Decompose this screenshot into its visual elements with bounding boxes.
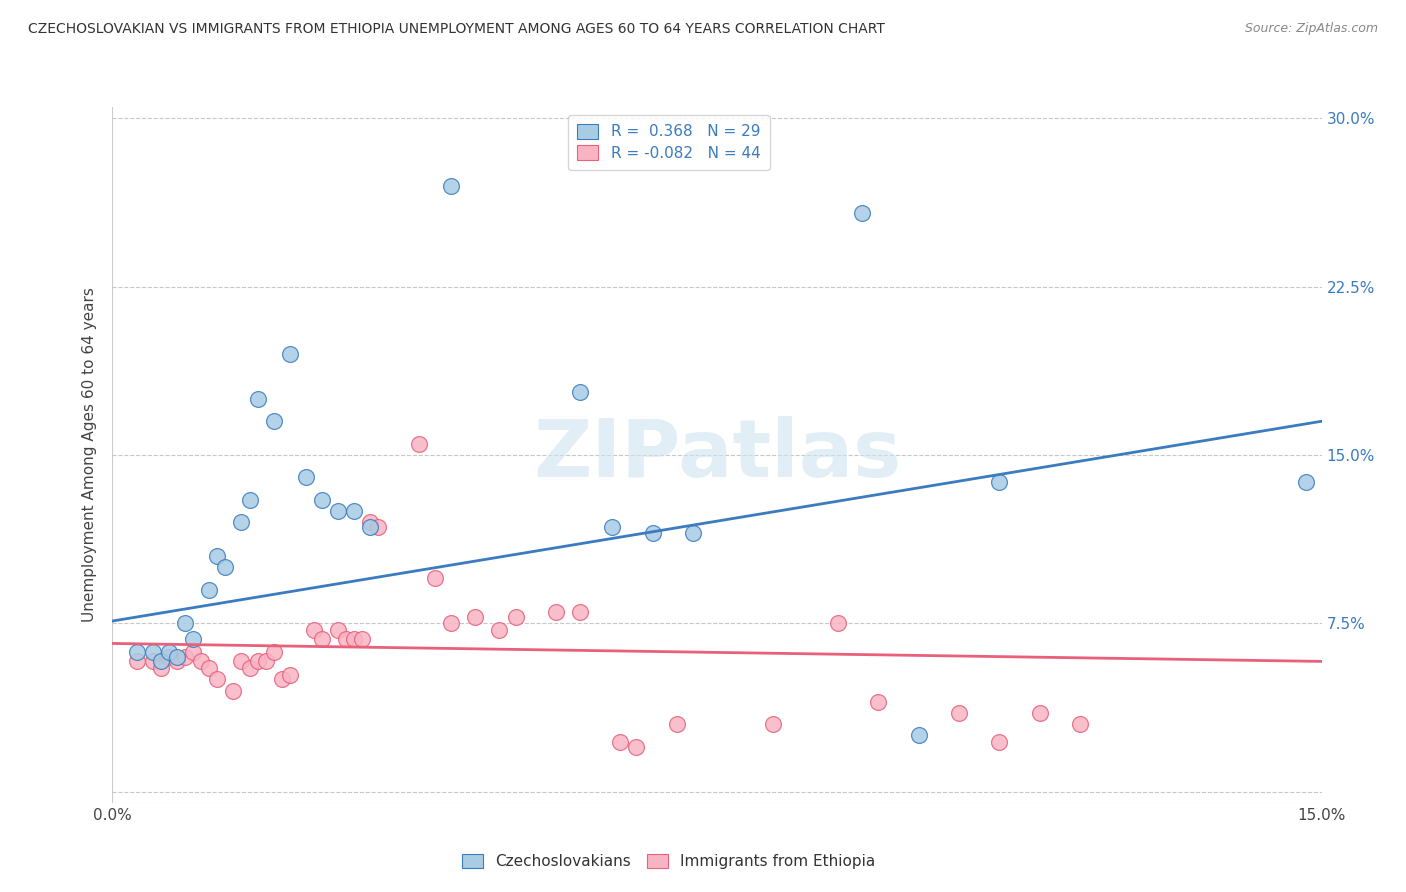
Point — [311, 632, 333, 646]
Point — [181, 645, 204, 659]
Point — [988, 475, 1011, 489]
Point — [488, 623, 510, 637]
Point — [408, 436, 430, 450]
Point — [988, 735, 1011, 749]
Point — [278, 668, 301, 682]
Point — [641, 526, 664, 541]
Text: Source: ZipAtlas.com: Source: ZipAtlas.com — [1244, 22, 1378, 36]
Point — [207, 549, 229, 563]
Point — [238, 661, 260, 675]
Point — [827, 616, 849, 631]
Point — [948, 706, 970, 720]
Point — [609, 735, 631, 749]
Point — [270, 673, 292, 687]
Point — [626, 739, 648, 754]
Point — [231, 654, 253, 668]
Point — [440, 616, 463, 631]
Point — [125, 645, 148, 659]
Point — [238, 492, 260, 507]
Point — [181, 632, 204, 646]
Point — [295, 470, 318, 484]
Point — [302, 623, 325, 637]
Point — [569, 385, 592, 400]
Point — [174, 616, 197, 631]
Point — [423, 571, 446, 585]
Point — [569, 605, 592, 619]
Point — [166, 649, 188, 664]
Point — [359, 515, 381, 529]
Point — [868, 695, 890, 709]
Point — [149, 654, 172, 668]
Point — [343, 632, 366, 646]
Point — [222, 683, 245, 698]
Point — [190, 654, 212, 668]
Point — [440, 178, 463, 193]
Point — [367, 520, 389, 534]
Point — [762, 717, 785, 731]
Y-axis label: Unemployment Among Ages 60 to 64 years: Unemployment Among Ages 60 to 64 years — [82, 287, 97, 623]
Point — [157, 645, 180, 659]
Point — [149, 661, 172, 675]
Point — [328, 504, 350, 518]
Point — [157, 649, 180, 664]
Point — [263, 645, 285, 659]
Point — [246, 654, 269, 668]
Point — [263, 414, 285, 428]
Point — [464, 609, 486, 624]
Text: CZECHOSLOVAKIAN VS IMMIGRANTS FROM ETHIOPIA UNEMPLOYMENT AMONG AGES 60 TO 64 YEA: CZECHOSLOVAKIAN VS IMMIGRANTS FROM ETHIO… — [28, 22, 884, 37]
Point — [254, 654, 277, 668]
Point — [278, 347, 301, 361]
Point — [343, 504, 366, 518]
Point — [142, 654, 165, 668]
Point — [1069, 717, 1091, 731]
Point — [198, 582, 221, 597]
Point — [328, 623, 350, 637]
Point — [231, 515, 253, 529]
Point — [207, 673, 229, 687]
Point — [352, 632, 374, 646]
Point — [505, 609, 527, 624]
Text: ZIPatlas: ZIPatlas — [533, 416, 901, 494]
Point — [335, 632, 357, 646]
Point — [544, 605, 567, 619]
Point — [1295, 475, 1317, 489]
Point — [198, 661, 221, 675]
Point — [665, 717, 688, 731]
Point — [142, 645, 165, 659]
Point — [682, 526, 704, 541]
Point — [311, 492, 333, 507]
Point — [174, 649, 197, 664]
Point — [907, 729, 929, 743]
Point — [359, 520, 381, 534]
Point — [125, 654, 148, 668]
Point — [851, 205, 873, 219]
Point — [166, 654, 188, 668]
Point — [246, 392, 269, 406]
Point — [600, 520, 623, 534]
Point — [214, 560, 236, 574]
Legend: Czechoslovakians, Immigrants from Ethiopia: Czechoslovakians, Immigrants from Ethiop… — [456, 847, 882, 875]
Point — [1028, 706, 1050, 720]
